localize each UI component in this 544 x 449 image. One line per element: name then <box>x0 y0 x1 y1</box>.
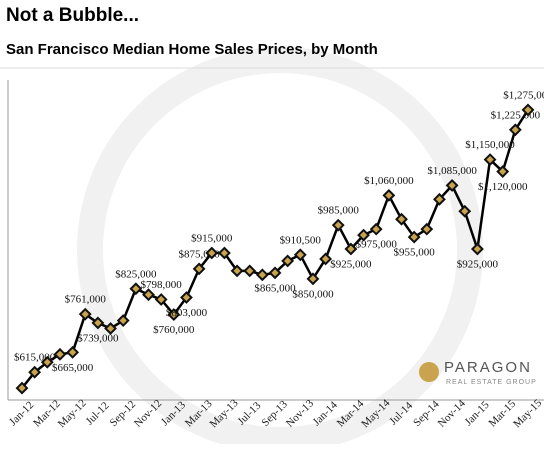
marker <box>180 291 193 304</box>
chart-subtitle: San Francisco Median Home Sales Prices, … <box>6 41 378 58</box>
value-label: $955,000 <box>394 247 436 259</box>
marker <box>521 103 535 117</box>
marker <box>281 254 295 268</box>
x-tick-label: May-12 <box>56 397 89 430</box>
chart-title: Not a Bubble... <box>6 5 139 26</box>
marker <box>28 365 42 379</box>
marker <box>508 123 522 137</box>
logo-icon <box>419 362 439 382</box>
marker <box>40 355 54 369</box>
value-label: $760,000 <box>153 324 195 336</box>
marker <box>306 272 320 286</box>
value-label: $739,000 <box>77 332 119 344</box>
marker <box>369 222 383 236</box>
value-label: $1,060,000 <box>364 175 414 187</box>
value-label: $985,000 <box>318 205 360 217</box>
marker <box>129 282 143 296</box>
x-tick-label: Jul-13 <box>235 399 263 427</box>
marker <box>167 308 181 321</box>
marker <box>483 153 497 167</box>
value-label: $850,000 <box>292 288 334 300</box>
marker <box>407 230 421 244</box>
value-label: $910,500 <box>280 234 322 246</box>
value-label: $665,000 <box>52 362 94 374</box>
logo: PARAGON REAL ESTATE GROUP <box>419 359 537 386</box>
x-tick-label: Jul-12 <box>84 400 112 428</box>
x-tick-label: Nov-14 <box>436 397 469 430</box>
value-label: $1,120,000 <box>478 181 528 193</box>
value-label: $925,000 <box>457 259 499 271</box>
marker <box>344 242 358 256</box>
marker <box>331 218 345 232</box>
value-label: $1,150,000 <box>465 139 515 151</box>
marker <box>217 246 231 260</box>
marker <box>15 381 29 395</box>
marker <box>53 347 67 361</box>
marker <box>91 316 105 330</box>
marker <box>445 179 459 192</box>
marker <box>395 212 408 226</box>
marker <box>420 222 434 236</box>
marker <box>243 264 257 278</box>
value-label: $1,275,000 <box>503 89 544 101</box>
value-label: $975,000 <box>356 239 398 251</box>
x-tick-label: Jan-12 <box>7 399 36 428</box>
marker <box>293 248 307 262</box>
value-label: $1,085,000 <box>427 165 477 177</box>
marker <box>66 345 80 359</box>
marker <box>470 242 484 256</box>
x-tick-label: Jan-15 <box>462 399 492 429</box>
marker <box>268 266 282 280</box>
marker <box>205 246 219 260</box>
marker <box>192 262 206 276</box>
marker <box>319 252 333 266</box>
x-tick-label: Sep-12 <box>108 398 139 429</box>
marker <box>104 322 117 335</box>
value-label: $925,000 <box>330 259 372 271</box>
marker <box>78 307 92 321</box>
marker <box>382 188 396 202</box>
marker <box>142 288 155 302</box>
logo-name: PARAGON <box>444 359 532 376</box>
value-label: $761,000 <box>65 294 107 306</box>
marker <box>230 264 244 278</box>
x-tick-label: May-15 <box>511 397 544 430</box>
marker <box>154 293 168 306</box>
value-label: $798,000 <box>141 279 183 291</box>
marker <box>496 165 510 178</box>
value-label: $915,000 <box>191 233 233 245</box>
value-label: $803,000 <box>166 307 208 319</box>
value-label: $865,000 <box>254 282 296 294</box>
marker <box>458 204 472 218</box>
value-label: $825,000 <box>115 268 157 280</box>
watermark <box>77 47 483 449</box>
logo-tagline: REAL ESTATE GROUP <box>446 379 537 386</box>
marker <box>116 314 130 327</box>
marker <box>357 228 370 242</box>
marker <box>433 192 446 206</box>
marker <box>255 268 269 282</box>
